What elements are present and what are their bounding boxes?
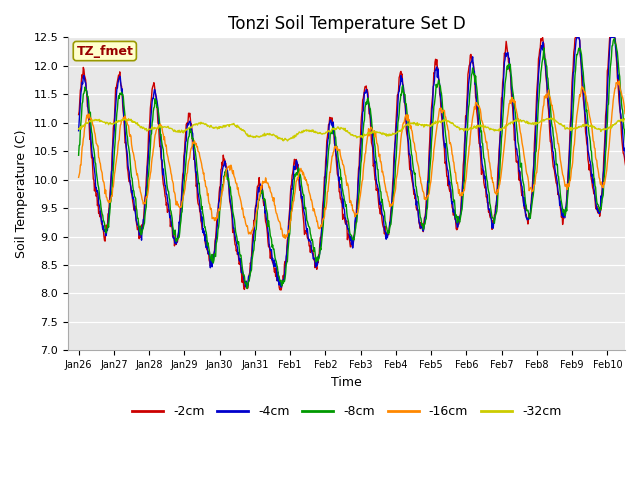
-2cm [309, 251, 317, 257]
-4cm [621, 145, 628, 151]
-8cm [408, 151, 415, 157]
Line: -16cm: -16cm [79, 81, 640, 238]
-32cm [621, 116, 628, 121]
-16cm [621, 105, 628, 110]
-16cm [408, 127, 415, 133]
-4cm [309, 256, 317, 262]
-32cm [284, 138, 291, 144]
-32cm [179, 130, 187, 136]
-4cm [408, 168, 415, 174]
-8cm [612, 41, 620, 47]
-16cm [179, 193, 187, 199]
Text: TZ_fmet: TZ_fmet [76, 45, 133, 58]
-2cm [572, 35, 579, 40]
-2cm [277, 287, 285, 293]
Title: Tonzi Soil Temperature Set D: Tonzi Soil Temperature Set D [228, 15, 465, 33]
-32cm [309, 127, 317, 133]
-2cm [179, 169, 187, 175]
-4cm [75, 128, 83, 133]
-8cm [243, 286, 251, 291]
-8cm [102, 229, 109, 235]
Line: -8cm: -8cm [79, 38, 640, 288]
-2cm [612, 40, 620, 46]
-8cm [179, 192, 187, 198]
-2cm [639, 71, 640, 76]
-16cm [611, 85, 619, 91]
Line: -2cm: -2cm [79, 37, 640, 290]
-16cm [639, 156, 640, 162]
-16cm [309, 208, 317, 214]
Legend: -2cm, -4cm, -8cm, -16cm, -32cm: -2cm, -4cm, -8cm, -16cm, -32cm [127, 400, 566, 423]
-32cm [549, 115, 557, 121]
-8cm [309, 245, 317, 251]
-4cm [612, 45, 620, 50]
-2cm [621, 154, 628, 160]
-8cm [639, 114, 640, 120]
-32cm [612, 120, 620, 126]
-32cm [102, 121, 109, 127]
-4cm [277, 284, 285, 290]
-4cm [639, 85, 640, 91]
Line: -32cm: -32cm [79, 118, 640, 141]
-16cm [282, 235, 289, 241]
-2cm [408, 173, 415, 179]
-32cm [639, 120, 640, 126]
-2cm [102, 230, 109, 236]
-8cm [75, 152, 83, 158]
Y-axis label: Soil Temperature (C): Soil Temperature (C) [15, 130, 28, 258]
X-axis label: Time: Time [331, 376, 362, 389]
-4cm [573, 35, 581, 40]
Line: -4cm: -4cm [79, 37, 640, 287]
-16cm [75, 175, 83, 180]
-8cm [621, 127, 628, 132]
-4cm [179, 175, 187, 181]
-8cm [611, 36, 618, 41]
-16cm [615, 78, 623, 84]
-32cm [408, 121, 415, 127]
-32cm [75, 126, 83, 132]
-4cm [102, 233, 109, 239]
-16cm [102, 187, 109, 193]
-2cm [75, 112, 83, 118]
